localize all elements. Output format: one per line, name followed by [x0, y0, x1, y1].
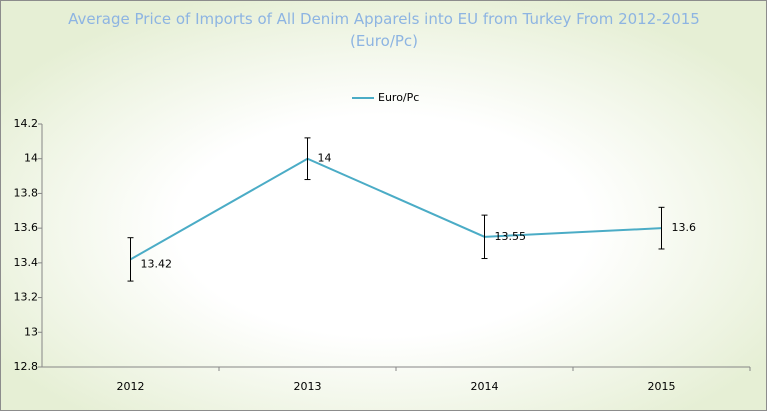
- data-label: 13.42: [141, 257, 173, 270]
- chart-title: Average Price of Imports of All Denim Ap…: [68, 10, 700, 50]
- data-label: 13.55: [495, 230, 527, 243]
- error-bar: [304, 137, 311, 181]
- data-label: 14: [318, 152, 332, 165]
- y-tick-label: 13.6: [14, 221, 39, 234]
- y-tick-label: 13.4: [14, 256, 39, 269]
- y-tick-label: 12.8: [14, 360, 39, 373]
- y-tick-label: 14: [24, 152, 38, 165]
- y-tick-label: 14.2: [14, 117, 39, 130]
- data-label: 13.6: [672, 221, 697, 234]
- legend-label: Euro/Pc: [378, 91, 419, 104]
- x-tick-label: 2013: [294, 380, 322, 393]
- error-bar: [658, 206, 665, 250]
- series-line: [130, 157, 662, 261]
- error-bar: [127, 237, 134, 282]
- x-tick-label: 2014: [471, 380, 499, 393]
- x-tick-label: 2015: [648, 380, 676, 393]
- title-box: Average Price of Imports of All Denim Ap…: [68, 10, 700, 50]
- x-tick-label: 2012: [117, 380, 145, 393]
- y-tick-label: 13.2: [14, 291, 39, 304]
- y-tick-label: 13.8: [14, 186, 39, 199]
- y-tick-label: 13: [24, 325, 38, 338]
- error-bar: [481, 214, 488, 260]
